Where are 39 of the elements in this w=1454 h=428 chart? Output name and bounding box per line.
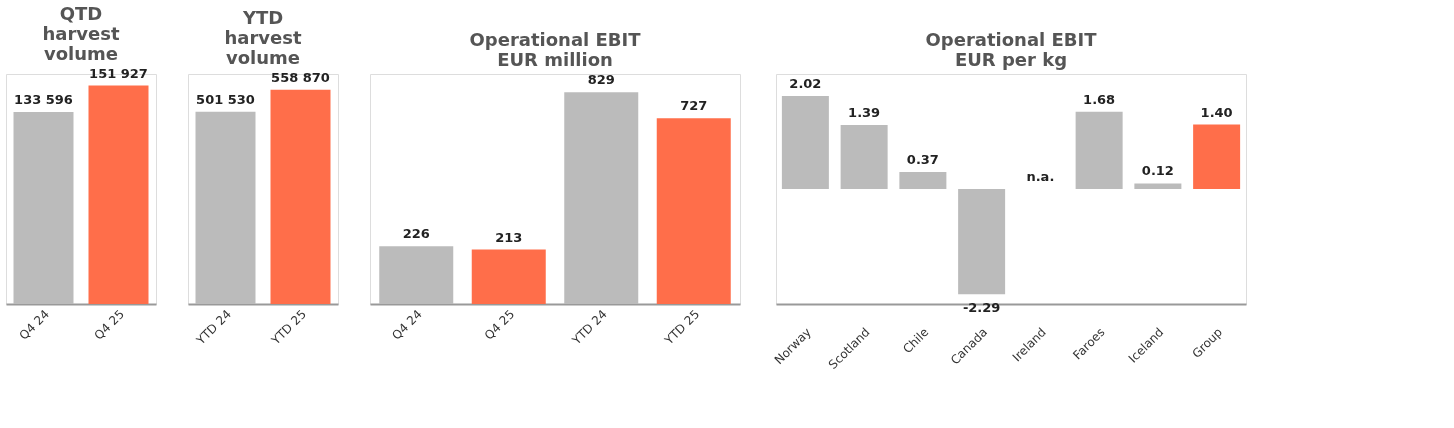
bar: [781, 96, 829, 189]
chart-title: YTD harvest volume: [224, 6, 302, 68]
x-tick-label: Q4 25: [91, 307, 127, 343]
text: n.a.: [1026, 169, 1055, 184]
bar: [379, 246, 454, 304]
data-label: 1.39: [848, 105, 881, 121]
chart-title: Operational EBIT EUR per kg: [925, 29, 1098, 70]
data-label: 501 530: [196, 91, 255, 107]
bar: [564, 92, 639, 304]
bar: [656, 118, 731, 304]
x-tick-label: Q4 24: [16, 307, 52, 343]
bar: [840, 125, 888, 189]
data-label: 1.68: [1083, 91, 1116, 107]
data-label: 2.02: [789, 76, 822, 92]
data-label: 0.37: [906, 151, 939, 167]
chart-title: Operational EBIT EUR million: [469, 29, 642, 70]
data-label: 558 870: [271, 69, 330, 85]
data-label: 727: [680, 98, 708, 114]
data-label: -2.29: [962, 300, 1001, 316]
data-label: 1.40: [1200, 104, 1233, 120]
x-tick-label: YTD 24: [568, 307, 610, 349]
bar: [1075, 111, 1123, 189]
bar: [958, 189, 1006, 295]
x-tick-label: YTD 25: [267, 307, 309, 349]
data-label: 133 596: [14, 91, 73, 107]
x-tick-label: YTD 25: [661, 307, 703, 349]
data-label: 151 927: [89, 65, 148, 81]
bar: [899, 171, 947, 189]
data-label: 829: [587, 72, 615, 88]
data-label: 226: [402, 226, 430, 242]
x-tick-label: Q4 25: [481, 307, 518, 343]
x-tick-label: Q4 24: [389, 307, 425, 343]
data-label: 0.12: [1141, 163, 1174, 179]
data-label: 213: [495, 229, 523, 245]
bar: [1134, 183, 1182, 189]
chart-title: QTD harvest volume: [42, 2, 120, 64]
bar: [1193, 124, 1241, 189]
bar: [471, 249, 546, 304]
x-tick-label: YTD 24: [192, 307, 234, 349]
